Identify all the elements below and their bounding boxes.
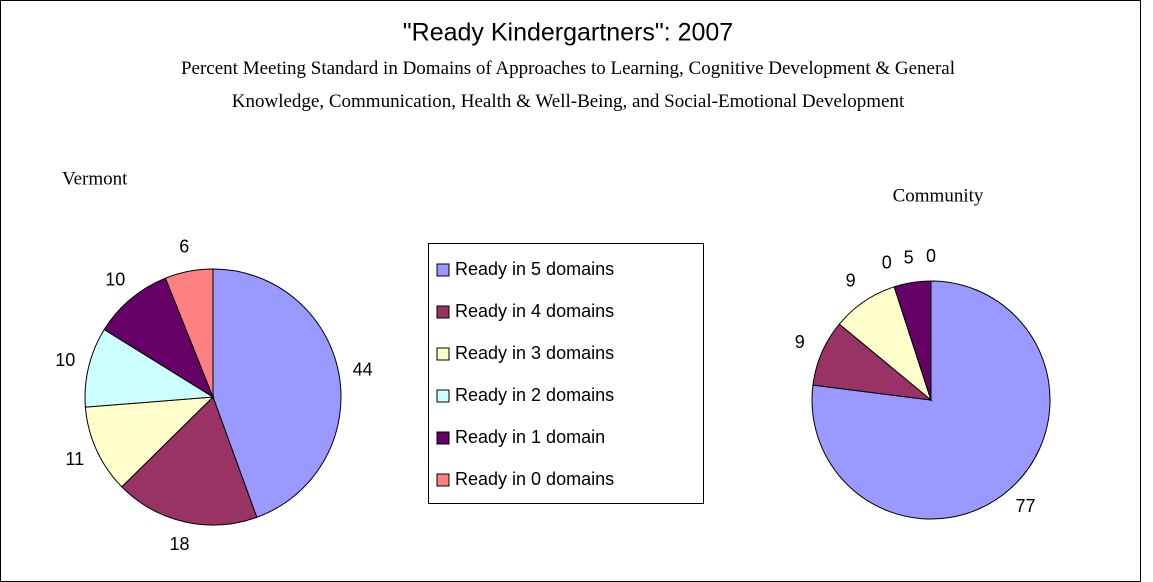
legend-label: Ready in 3 domains — [455, 343, 614, 363]
legend-swatch — [436, 263, 450, 277]
data-label: 0 — [882, 253, 892, 273]
legend-label: Ready in 0 domains — [455, 469, 614, 489]
data-label: 9 — [846, 270, 856, 290]
pie-slice — [212, 268, 342, 518]
data-label: 6 — [179, 236, 189, 256]
legend-swatch — [436, 347, 450, 361]
legend-swatch — [436, 431, 450, 445]
pie-title: Vermont — [62, 168, 128, 189]
legend-label: Ready in 2 domains — [455, 385, 614, 405]
data-label: 10 — [105, 269, 125, 289]
data-label: 18 — [169, 534, 189, 554]
pie-slice — [103, 277, 215, 399]
data-label: 77 — [1016, 496, 1036, 516]
data-label: 44 — [353, 359, 373, 379]
legend-label: Ready in 4 domains — [455, 301, 614, 321]
chart-subtitle: Percent Meeting Standard in Domains of A… — [180, 58, 956, 112]
legend-label: Ready in 5 domains — [455, 259, 614, 279]
pie-slice — [84, 396, 215, 488]
legend-swatch — [436, 389, 450, 403]
data-label: 5 — [904, 248, 914, 268]
legend-swatch — [436, 305, 450, 319]
pie-slice — [84, 328, 215, 408]
pie-slice — [121, 396, 258, 526]
legend-label: Ready in 1 domain — [455, 427, 605, 447]
data-label: 0 — [926, 246, 936, 266]
pie-slice — [164, 268, 214, 398]
legend-swatch — [436, 473, 450, 487]
data-label: 10 — [55, 350, 75, 370]
pie-title: Community — [893, 185, 984, 206]
data-label: 9 — [795, 332, 805, 352]
legend-box — [428, 243, 704, 504]
data-label: 11 — [65, 449, 84, 469]
chart-title: "Ready Kindergartners": 2007 — [403, 19, 733, 47]
